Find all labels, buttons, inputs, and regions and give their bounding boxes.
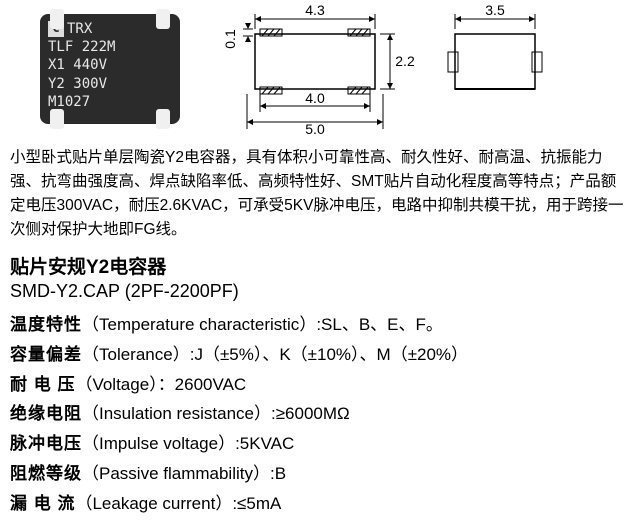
spec-row: 容量偏差（Tolerance）:J（±5%）、K（±10%）、M（±20%） — [10, 340, 630, 370]
chip-line4: M1027 — [48, 93, 172, 111]
top-view-drawing: 4.3 0.1 — [205, 4, 415, 134]
title-english: SMD-Y2.CAP (2PF-2200PF) — [10, 281, 630, 302]
chip-line1: TLF 222M — [48, 38, 172, 56]
spec-row: 脉冲电压（Impulse voltage）:5KVAC — [10, 429, 630, 459]
dim-2-2: 2.2 — [395, 53, 415, 69]
dim-0-1: 0.1 — [222, 29, 238, 49]
title-chinese: 贴片安规Y2电容器 — [10, 252, 630, 279]
dim-5-0: 5.0 — [305, 121, 325, 134]
side-view-drawing: 3.5 — [440, 4, 550, 134]
dim-4-3: 4.3 — [305, 4, 325, 18]
spec-row: 耐 电 压（Voltage）：2600VAC — [10, 370, 630, 400]
component-photo: CTRX TLF 222M X1 440V Y2 300V M1027 — [40, 14, 180, 124]
chip-line2: X1 440V — [48, 56, 172, 74]
description-text: 小型卧式贴片单层陶瓷Y2电容器，具有体积小可靠性高、耐久性好、耐高温、抗振能力强… — [10, 146, 630, 242]
spec-row: 绝缘电阻（Insulation resistance）:≥6000MΩ — [10, 399, 630, 429]
specs-list: 温度特性（Temperature characteristic）:SL、B、E、… — [10, 310, 630, 518]
spec-row: 温度特性（Temperature characteristic）:SL、B、E、… — [10, 310, 630, 340]
dim-3-5: 3.5 — [485, 4, 505, 18]
chip-line3: Y2 300V — [48, 75, 172, 93]
spec-row: 阻燃等级（Passive flammability）:B — [10, 459, 630, 489]
top-row: CTRX TLF 222M X1 440V Y2 300V M1027 4.3 — [10, 4, 630, 134]
dim-4-0: 4.0 — [305, 90, 325, 106]
chip-brand: CTRX — [48, 20, 172, 38]
spec-row: 漏 电 流（Leakage current）:≤5mA — [10, 489, 630, 519]
